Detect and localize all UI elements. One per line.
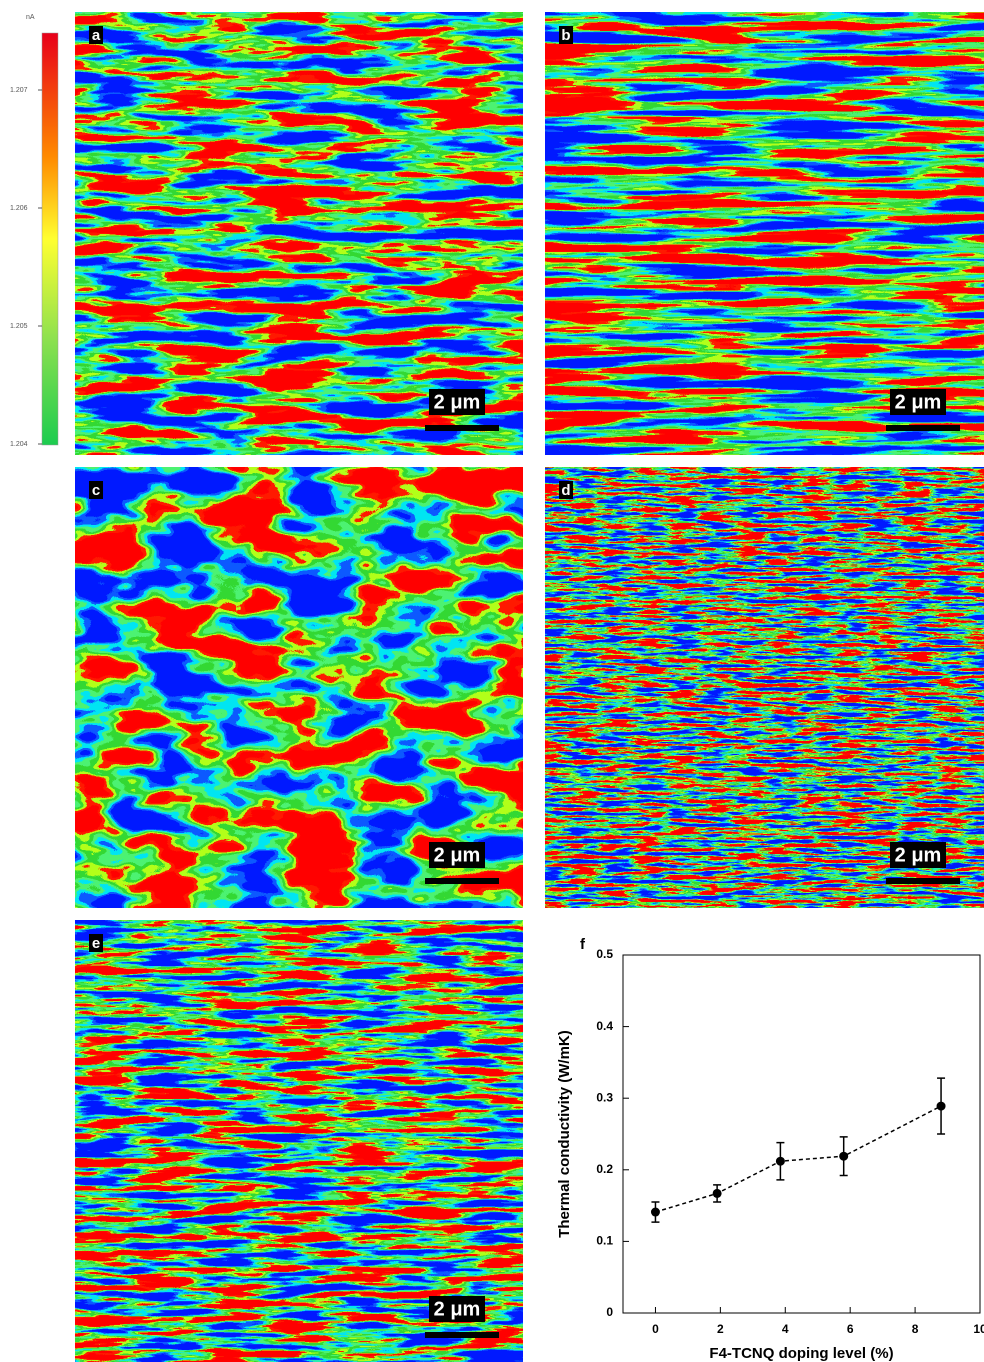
panel-label: b bbox=[561, 27, 570, 44]
y-tick-label: 0.1 bbox=[596, 1234, 613, 1248]
x-tick-label: 4 bbox=[782, 1322, 789, 1336]
x-tick-label: 6 bbox=[847, 1322, 854, 1336]
panel-label: e bbox=[92, 935, 100, 952]
scale-bar-label-bg bbox=[890, 842, 946, 868]
y-tick-label: 0.3 bbox=[596, 1090, 613, 1104]
colorbar-gradient bbox=[41, 32, 59, 446]
map-panel: b 2 μm bbox=[545, 12, 984, 455]
y-tick-label: 0.5 bbox=[596, 947, 613, 961]
y-tick-label: 0.2 bbox=[596, 1162, 613, 1176]
y-tick-label: 0.4 bbox=[596, 1019, 613, 1033]
x-axis-label: F4-TCNQ doping level (%) bbox=[709, 1345, 893, 1362]
panel-label-bg bbox=[559, 481, 573, 499]
panel-label: f bbox=[580, 936, 586, 953]
scale-bar-label: 2 μm bbox=[434, 1298, 481, 1320]
colorbar-tick-label: 1.207 bbox=[10, 87, 28, 94]
scale-bar-label: 2 μm bbox=[895, 391, 942, 413]
panel-label-bg bbox=[89, 934, 103, 952]
colorbar-tick-label: 1.206 bbox=[10, 205, 28, 212]
map-panel: e 2 μm bbox=[75, 920, 523, 1362]
chart: f 0 0.1 0.2 0.3 0.4 0.5 0 2 4 6 8 10 F4-TCNQ doping l… bbox=[556, 936, 984, 1362]
panel-label: c bbox=[92, 482, 100, 499]
panel-label-bg bbox=[89, 26, 103, 44]
panel-label: a bbox=[92, 27, 101, 44]
scale-bar bbox=[425, 1332, 499, 1338]
scale-bar-label-bg bbox=[429, 1296, 485, 1322]
line bbox=[655, 1105, 942, 1213]
map-image bbox=[545, 12, 984, 455]
map-image bbox=[75, 467, 523, 908]
panel-label-bg bbox=[89, 481, 103, 499]
panel-label: d bbox=[561, 482, 570, 499]
scale-bar bbox=[886, 425, 960, 431]
scale-bar-label-bg bbox=[429, 842, 485, 868]
map-panel: a 2 μm bbox=[75, 12, 523, 455]
x-tick-label: 10 bbox=[973, 1322, 984, 1336]
data-point bbox=[650, 1207, 660, 1217]
x-tick-label: 2 bbox=[717, 1322, 724, 1336]
plot-frame bbox=[622, 954, 981, 1314]
colorbar bbox=[41, 32, 59, 446]
colorbar-unit: nA bbox=[26, 14, 35, 21]
colorbar-tick-label: 1.204 bbox=[10, 441, 28, 448]
scale-bar bbox=[425, 425, 499, 431]
data-point bbox=[775, 1156, 785, 1166]
scale-bar-label-bg bbox=[429, 389, 485, 415]
map-panel: c 2 μm bbox=[75, 467, 523, 908]
map-panel: d 2 μm bbox=[545, 467, 984, 908]
scale-bar-label: 2 μm bbox=[895, 844, 942, 866]
x-tick-label: 0 bbox=[652, 1322, 659, 1336]
scale-bar-label-bg bbox=[890, 389, 946, 415]
y-axis-label: Thermal conductivity (W/mK) bbox=[556, 1030, 573, 1238]
scale-bar-label: 2 μm bbox=[434, 391, 481, 413]
data-point bbox=[839, 1151, 849, 1161]
y-tick-label: 0 bbox=[606, 1305, 613, 1319]
x-tick-label: 8 bbox=[912, 1322, 919, 1336]
colorbar-tick-label: 1.205 bbox=[10, 323, 28, 330]
panel-label-bg bbox=[559, 26, 573, 44]
map-image bbox=[545, 467, 984, 908]
map-image bbox=[75, 920, 523, 1362]
scale-bar bbox=[886, 878, 960, 884]
map-image bbox=[75, 12, 523, 455]
scale-bar bbox=[425, 878, 499, 884]
data-point bbox=[936, 1101, 946, 1111]
scale-bar-label: 2 μm bbox=[434, 844, 481, 866]
data-point bbox=[712, 1188, 722, 1198]
